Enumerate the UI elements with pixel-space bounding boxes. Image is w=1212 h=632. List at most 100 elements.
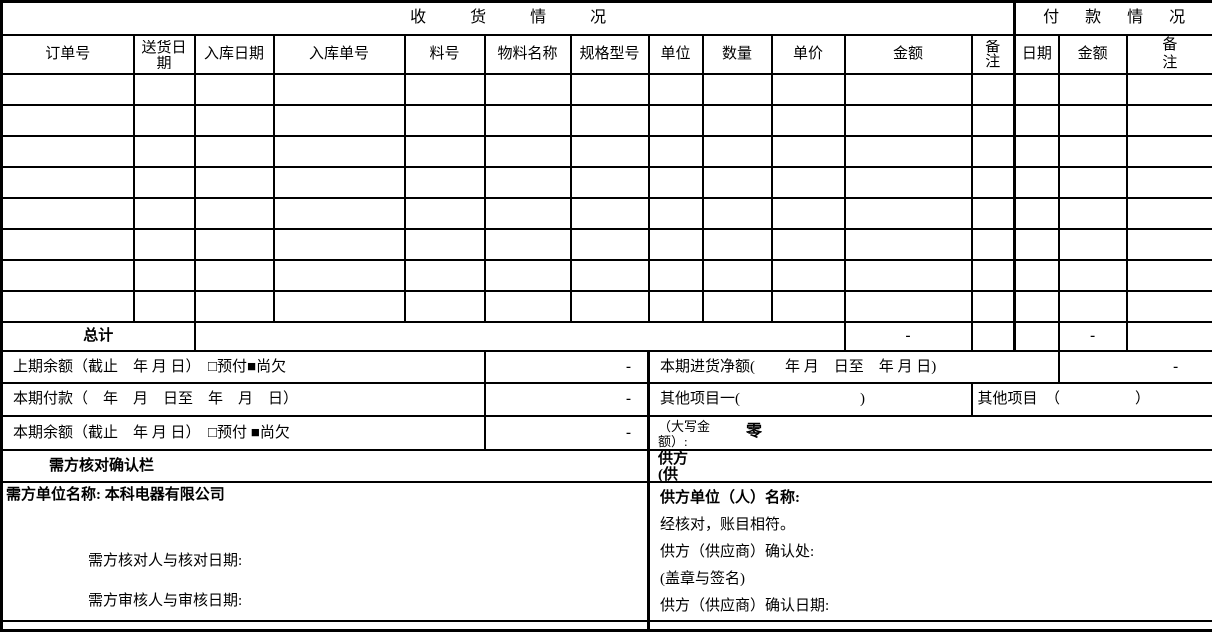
total-receive-amount: - bbox=[845, 322, 972, 351]
grid-cell bbox=[1059, 260, 1127, 291]
current-balance-label: 本期余额（截止 年 月 日） □预付 ■尚欠 bbox=[2, 416, 485, 450]
grid-cell bbox=[703, 136, 772, 167]
grid-cell bbox=[772, 105, 845, 136]
grid-cell bbox=[134, 291, 195, 322]
grid-cell bbox=[405, 198, 485, 229]
col-header-quantity: 数量 bbox=[703, 35, 772, 75]
grid-cell bbox=[485, 198, 571, 229]
data-rows bbox=[2, 74, 1212, 322]
grid-cell bbox=[2, 260, 134, 291]
grid-cell bbox=[571, 198, 649, 229]
grid-cell bbox=[1059, 291, 1127, 322]
grid-cell bbox=[1127, 229, 1212, 260]
col-header-amount: 金额 bbox=[845, 35, 972, 75]
grid-cell bbox=[571, 260, 649, 291]
grid-cell bbox=[134, 167, 195, 198]
grid-cell bbox=[972, 167, 1015, 198]
empty-data-row bbox=[2, 198, 1212, 229]
grid-cell bbox=[1015, 105, 1059, 136]
grid-cell bbox=[772, 167, 845, 198]
clipped-bottom-row bbox=[2, 621, 1212, 630]
grid-cell bbox=[772, 74, 845, 105]
current-payment-value: - bbox=[485, 383, 649, 416]
grid-cell bbox=[649, 198, 703, 229]
grid-cell bbox=[1059, 105, 1127, 136]
total-row: 总计 - - bbox=[2, 322, 1212, 351]
empty-data-row bbox=[2, 260, 1212, 291]
grid-cell bbox=[485, 74, 571, 105]
grid-cell bbox=[649, 260, 703, 291]
seal-sign-line: (盖章与签名) bbox=[650, 566, 1212, 593]
grid-cell bbox=[703, 105, 772, 136]
signature-blocks-row: 需方单位名称: 本科电器有限公司 需方核对人与核对日期: 需方审核人与审核日期:… bbox=[2, 482, 1212, 621]
grid-cell bbox=[1015, 198, 1059, 229]
grid-cell bbox=[649, 291, 703, 322]
col-header-material-no: 料号 bbox=[405, 35, 485, 75]
grid-cell bbox=[2, 198, 134, 229]
grid-cell bbox=[485, 167, 571, 198]
col-header-delivery-date: 送货日期 bbox=[134, 35, 195, 75]
grid-cell bbox=[703, 260, 772, 291]
col-header-unit: 单位 bbox=[649, 35, 703, 75]
grid-cell bbox=[405, 105, 485, 136]
buyer-check-line: 需方核对人与核对日期: bbox=[3, 552, 647, 571]
grid-cell bbox=[1127, 136, 1212, 167]
grid-cell bbox=[2, 229, 134, 260]
grid-cell bbox=[649, 136, 703, 167]
grid-cell bbox=[134, 136, 195, 167]
col-header-unit-price: 单价 bbox=[772, 35, 845, 75]
grid-cell bbox=[274, 167, 405, 198]
grid-cell bbox=[2, 136, 134, 167]
payment-row: 本期付款（ 年 月 日至 年 月 日） - 其他项目一( ) 其他项目 （ ） bbox=[2, 383, 1212, 416]
col-header-delivery-date-label: 送货日期 bbox=[139, 40, 189, 69]
grid-cell bbox=[845, 260, 972, 291]
supplier-confirm-line: 供方（供应商）确认处: bbox=[650, 539, 1212, 566]
amount-in-words-label: （大写金额）: bbox=[658, 417, 718, 449]
grid-cell bbox=[972, 291, 1015, 322]
grid-cell bbox=[845, 229, 972, 260]
col-header-pay-amount: 金额 bbox=[1059, 35, 1127, 75]
grid-cell bbox=[134, 105, 195, 136]
amount-in-words-cell: （大写金额）: 零 bbox=[649, 416, 1212, 450]
current-balance-value: - bbox=[485, 416, 649, 450]
grid-cell bbox=[1127, 291, 1212, 322]
col-header-note: 备注 bbox=[972, 35, 1015, 75]
grid-cell bbox=[1059, 136, 1127, 167]
net-purchase-value: - bbox=[1059, 351, 1212, 383]
grid-cell bbox=[772, 229, 845, 260]
grid-cell bbox=[1127, 167, 1212, 198]
total-pay-note-blank bbox=[1127, 322, 1212, 351]
grid-cell bbox=[845, 74, 972, 105]
grid-cell bbox=[405, 74, 485, 105]
grid-cell bbox=[1127, 105, 1212, 136]
empty-data-row bbox=[2, 291, 1212, 322]
section-header-row: 收货情况 付款情况 bbox=[2, 2, 1212, 35]
grid-cell bbox=[772, 291, 845, 322]
grid-cell bbox=[972, 260, 1015, 291]
buyer-company-name: 需方单位名称: 本科电器有限公司 bbox=[3, 483, 647, 504]
grid-cell bbox=[195, 229, 274, 260]
grid-cell bbox=[703, 229, 772, 260]
grid-cell bbox=[1059, 229, 1127, 260]
grid-cell bbox=[972, 198, 1015, 229]
col-header-order-no: 订单号 bbox=[2, 35, 134, 75]
grid-cell bbox=[405, 229, 485, 260]
grid-cell bbox=[134, 74, 195, 105]
grid-cell bbox=[1127, 260, 1212, 291]
amount-in-words-value: 零 bbox=[746, 422, 762, 442]
supplier-bar-line2: (供 bbox=[658, 467, 1212, 481]
grid-cell bbox=[972, 74, 1015, 105]
clipped-bottom-right bbox=[649, 621, 1212, 630]
col-header-inbound-date: 入库日期 bbox=[195, 35, 274, 75]
grid-cell bbox=[195, 260, 274, 291]
grid-cell bbox=[1127, 74, 1212, 105]
grid-cell bbox=[772, 260, 845, 291]
grid-cell bbox=[274, 74, 405, 105]
empty-data-row bbox=[2, 229, 1212, 260]
grid-cell bbox=[195, 74, 274, 105]
grid-cell bbox=[405, 260, 485, 291]
prev-balance-value: - bbox=[485, 351, 649, 383]
buyer-block: 需方单位名称: 本科电器有限公司 需方核对人与核对日期: 需方审核人与审核日期: bbox=[2, 482, 649, 621]
net-purchase-label: 本期进货净额( 年 月 日至 年 月 日) bbox=[649, 351, 1059, 383]
grid-cell bbox=[1127, 198, 1212, 229]
